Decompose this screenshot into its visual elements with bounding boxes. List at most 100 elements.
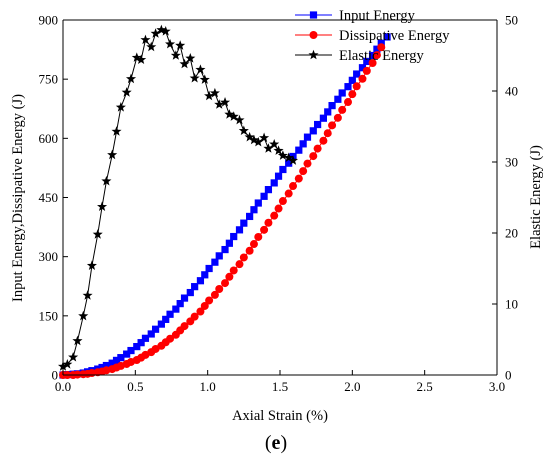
- y-left-tick-label: 450: [39, 190, 59, 205]
- dissipative-energy-point: [358, 74, 367, 83]
- elastic-energy-point: [92, 229, 103, 239]
- input-energy-point: [303, 133, 312, 141]
- input-energy-point: [334, 95, 342, 103]
- elastic-energy-point: [248, 134, 259, 145]
- dissipative-energy-point: [235, 260, 244, 269]
- input-energy-point: [270, 179, 278, 187]
- elastic-energy-point: [219, 97, 231, 107]
- elastic-energy-point: [97, 201, 108, 212]
- input-energy-point: [353, 70, 361, 78]
- input-energy-point: [358, 64, 367, 72]
- elastic-energy-point: [170, 50, 181, 60]
- dissipative-energy-point: [264, 218, 273, 227]
- input-energy-point: [319, 114, 327, 122]
- elastic-energy-point: [179, 58, 190, 69]
- elastic-energy-point: [125, 73, 137, 84]
- dissipative-energy-point: [309, 152, 318, 161]
- elastic-energy-series: [57, 24, 299, 371]
- x-tick-label: 0.5: [127, 379, 143, 394]
- dissipative-energy-point: [260, 225, 269, 234]
- y-left-tick-label: 750: [39, 72, 59, 87]
- input-energy-point: [215, 252, 223, 260]
- y-right-tick-label: 10: [505, 297, 518, 312]
- elastic-energy-point: [214, 99, 225, 109]
- input-energy-line: [62, 36, 388, 376]
- y-left-tick-label: 900: [39, 13, 59, 28]
- input-energy-point: [279, 165, 287, 174]
- input-energy-point: [133, 343, 141, 351]
- input-energy-point: [172, 305, 180, 313]
- input-energy-point: [363, 57, 371, 66]
- elastic-energy-point: [277, 150, 288, 160]
- input-energy-point: [166, 310, 174, 318]
- elastic-energy-point: [238, 125, 249, 136]
- input-energy-point: [201, 271, 209, 279]
- dissipative-energy-point: [254, 232, 263, 241]
- input-energy-point: [151, 325, 160, 333]
- legend-label-input-energy: Input Energy: [339, 8, 416, 24]
- y-right-tick-label: 30: [505, 155, 518, 170]
- series-layer: [57, 24, 391, 379]
- dissipative-energy-point: [215, 285, 224, 294]
- input-energy-point: [147, 330, 155, 338]
- dissipative-energy-point: [338, 105, 347, 114]
- legend-label-elastic-energy: Elastic Energy: [339, 48, 424, 64]
- dissipative-energy-point: [180, 322, 189, 331]
- x-axis-label: Axial Strain (%): [232, 408, 328, 424]
- dissipative-energy-point: [372, 51, 381, 60]
- dissipative-energy-point: [299, 167, 308, 176]
- dissipative-energy-point: [368, 58, 377, 67]
- dissipative-energy-point: [210, 290, 219, 299]
- elastic-energy-point: [101, 175, 112, 186]
- input-energy-point: [221, 245, 229, 254]
- dissipative-energy-point: [221, 279, 230, 288]
- y-left-tick-label: 0: [52, 368, 59, 383]
- input-energy-point: [274, 172, 283, 180]
- input-energy-point: [250, 206, 258, 214]
- dissipative-energy-point: [205, 296, 214, 305]
- dissipative-energy-point: [294, 174, 303, 183]
- input-energy-point: [225, 239, 233, 247]
- elastic-energy-point: [185, 53, 196, 63]
- elastic-energy-point: [269, 138, 280, 149]
- input-energy-point: [285, 159, 293, 167]
- elastic-energy-point: [199, 74, 210, 84]
- x-tick-label: 3.0: [489, 379, 505, 394]
- input-energy-point: [309, 127, 317, 135]
- elastic-energy-point: [204, 90, 215, 101]
- y-right-tick-label: 0: [505, 368, 512, 383]
- elastic-energy-point: [259, 132, 270, 143]
- dissipative-energy-point: [225, 272, 234, 281]
- elastic-energy-point: [263, 143, 274, 153]
- elastic-energy-point: [136, 54, 147, 65]
- x-tick-label: 2.0: [344, 379, 360, 394]
- input-energy-point: [230, 232, 238, 241]
- elastic-energy-line: [62, 29, 294, 367]
- elastic-energy-point: [131, 52, 142, 62]
- dissipative-energy-point: [270, 211, 279, 220]
- elastic-energy-point: [78, 310, 89, 321]
- dissipative-energy-point: [319, 136, 328, 145]
- input-energy-point: [383, 33, 391, 41]
- input-energy-point: [324, 108, 332, 116]
- elastic-energy-point: [156, 24, 167, 35]
- y-axis-label-left: Input Energy,Dissipative Energy (J): [10, 94, 26, 302]
- dissipative-energy-point: [249, 240, 258, 249]
- input-energy-point: [299, 140, 307, 148]
- panel-label-close: ): [280, 432, 287, 454]
- dissipative-energy-point: [245, 246, 254, 255]
- dissipative-energy-point: [166, 334, 175, 343]
- legend-label-dissipative-energy: Dissipative Energy: [339, 28, 450, 44]
- legend-marker-input-energy: [309, 11, 318, 19]
- dissipative-energy-point: [323, 129, 332, 138]
- input-energy-point: [348, 76, 356, 84]
- x-tick-label: 2.5: [417, 379, 433, 394]
- elastic-energy-point: [209, 87, 220, 98]
- dissipative-energy-point: [284, 189, 293, 198]
- y-left-tick-label: 300: [39, 249, 59, 264]
- elastic-energy-point: [244, 131, 255, 142]
- elastic-energy-point: [150, 28, 161, 38]
- elastic-energy-point: [234, 114, 245, 125]
- elastic-energy-point: [72, 335, 83, 346]
- legend-marker-dissipative-energy: [309, 31, 318, 39]
